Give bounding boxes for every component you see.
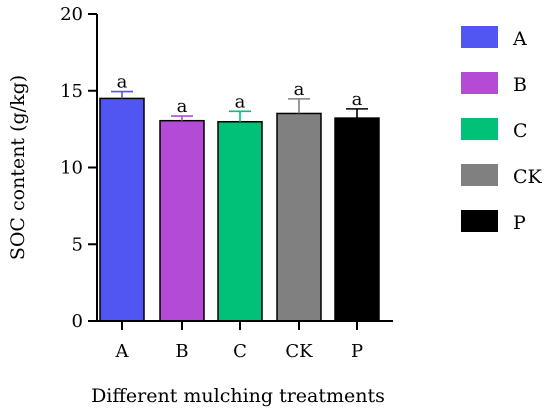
- bar-b: [159, 119, 205, 322]
- legend-swatch: [461, 72, 498, 94]
- y-tick-label: 10: [60, 158, 83, 179]
- bar-c: [217, 121, 263, 322]
- legend-label: C: [513, 120, 528, 142]
- y-tick-label: 20: [60, 4, 83, 25]
- legend-item-c: C: [461, 118, 528, 142]
- legend-label: P: [513, 212, 526, 234]
- y-tick-label: 15: [60, 81, 83, 102]
- legend-swatch: [461, 210, 498, 232]
- y-axis-title: SOC content (g/kg): [7, 75, 29, 260]
- legend-item-ck: CK: [461, 164, 543, 188]
- error-bar-ck: [288, 98, 310, 114]
- y-tick-label: 5: [72, 234, 83, 255]
- significance-label-a: a: [117, 72, 128, 93]
- legend-label: A: [512, 28, 527, 50]
- x-axis-title: Different mulching treatments: [91, 385, 385, 407]
- legend-item-a: A: [461, 26, 527, 50]
- significance-label-b: a: [177, 96, 188, 117]
- legend-label: B: [513, 74, 527, 96]
- axes-layer: 0 5 10 15 20 A B C CK P SOC content (g/kg) Differen…: [7, 4, 393, 407]
- significance-label-p: a: [352, 89, 363, 110]
- error-bar-p: [346, 108, 368, 119]
- x-tick-label-p: P: [351, 341, 363, 362]
- legend-item-b: B: [461, 72, 527, 96]
- bar-a: [99, 97, 145, 322]
- y-tick-label: 0: [72, 311, 83, 332]
- significance-label-ck: a: [294, 79, 305, 100]
- legend-swatch: [461, 164, 498, 186]
- error-bar-c: [229, 110, 251, 122]
- bar-p: [334, 117, 380, 322]
- significance-label-c: a: [235, 91, 246, 112]
- x-tick-label-a: A: [115, 341, 130, 362]
- legend-swatch: [461, 26, 498, 48]
- legend-label: CK: [513, 166, 543, 188]
- bars-layer: a a a a a: [99, 72, 380, 322]
- error-bar-b: [171, 115, 193, 121]
- error-bar-a: [111, 90, 133, 99]
- legend-item-p: P: [461, 210, 526, 234]
- x-tick-label-b: B: [175, 341, 188, 362]
- legend-swatch: [461, 118, 498, 140]
- x-tick-label-ck: CK: [285, 341, 313, 362]
- bar-ck: [276, 112, 322, 322]
- legend: A B C CK P: [461, 26, 543, 234]
- x-tick-label-c: C: [233, 341, 247, 362]
